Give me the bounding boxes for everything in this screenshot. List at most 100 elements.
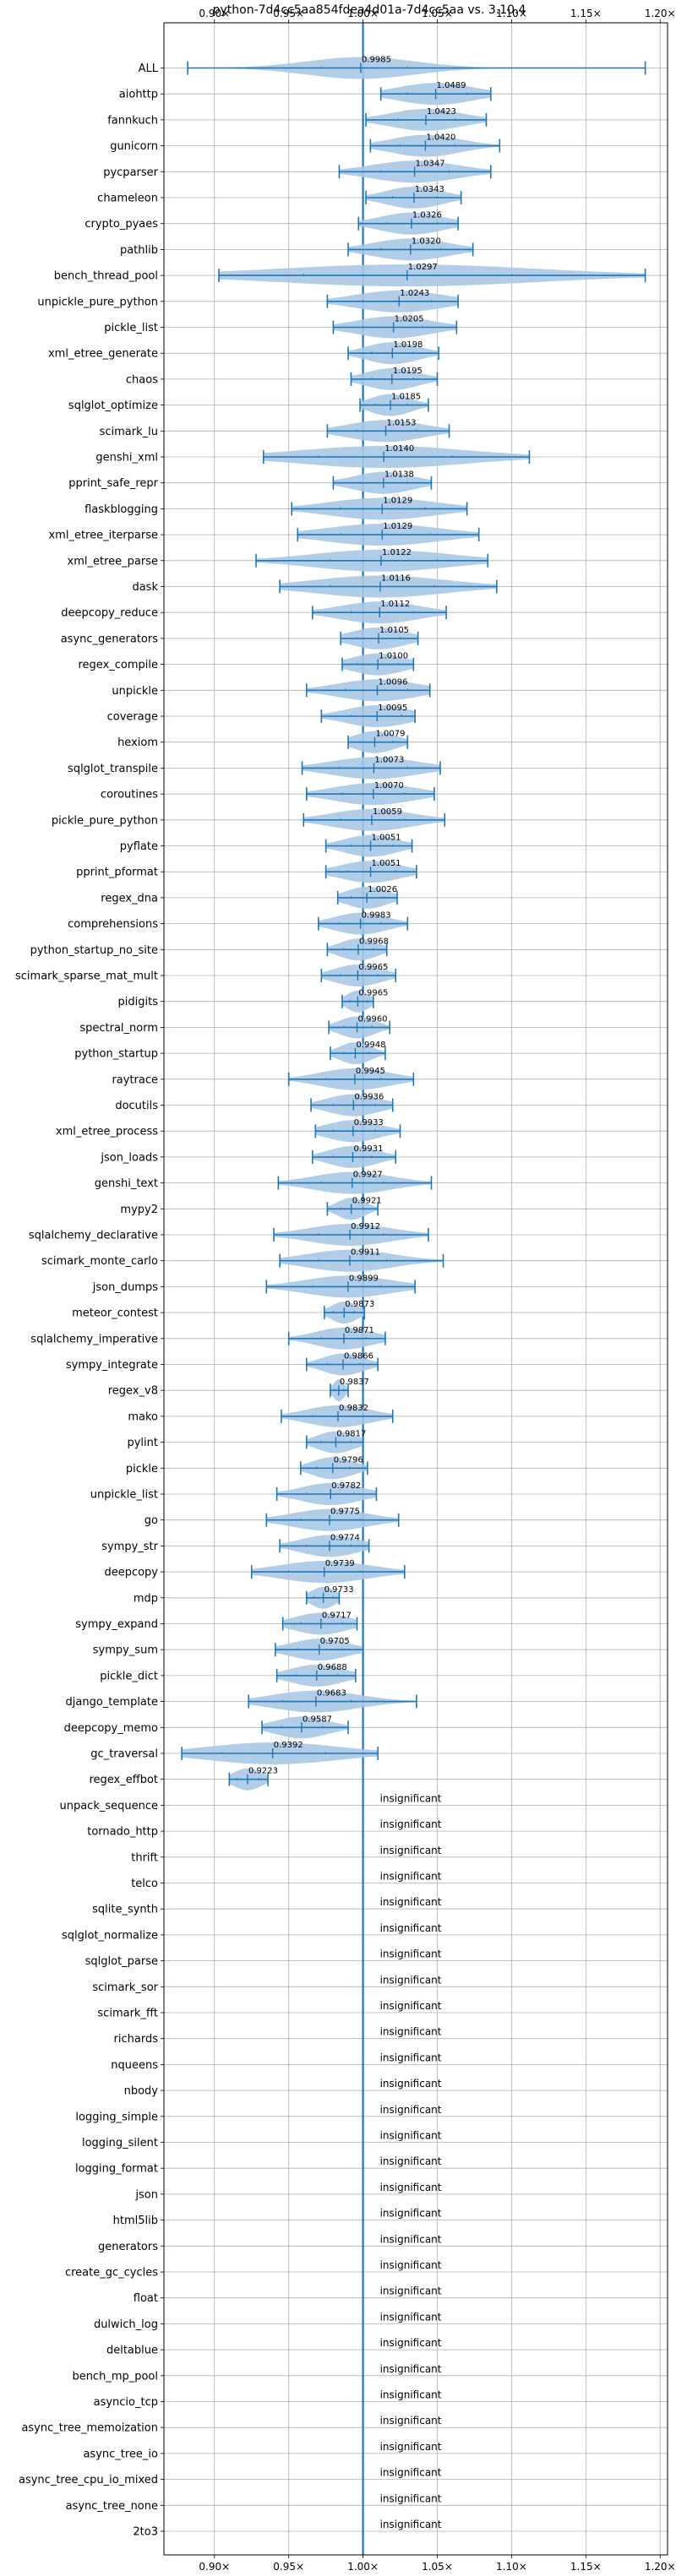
violin-value-label: 1.0153	[386, 418, 416, 427]
insignificant-label: insignificant	[380, 2389, 442, 2401]
violin-value-label: 0.9733	[324, 1585, 354, 1595]
violin-value-label: 0.9739	[325, 1559, 355, 1568]
insignificant-label: insignificant	[380, 2467, 442, 2479]
y-tick-label: 2to3	[133, 2526, 158, 2539]
insignificant-label: insignificant	[380, 1845, 442, 1856]
insignificant-label: insignificant	[380, 2026, 442, 2038]
plot-frame	[163, 22, 668, 2556]
x-tick-label-top: 1.20×	[645, 8, 676, 19]
x-tick-label-top: 0.90×	[199, 8, 230, 19]
y-tick-label: richards	[114, 2033, 159, 2046]
y-tick-label: xml_etree_parse	[68, 555, 158, 568]
violin-value-label: 1.0423	[427, 107, 456, 117]
x-tick-label-bottom: 1.20×	[645, 2561, 676, 2573]
violin-value-label: 1.0347	[416, 159, 445, 168]
violin-value-label: 1.0070	[374, 781, 404, 791]
y-tick-label: pickle	[126, 1463, 158, 1475]
y-tick-label: thrift	[131, 1851, 158, 1864]
y-tick-label: regex_dna	[101, 892, 158, 905]
y-tick-label: asyncio_tcp	[94, 2396, 158, 2409]
y-tick-label: raytrace	[112, 1073, 158, 1086]
violins	[181, 57, 646, 1791]
insignificant-label: insignificant	[380, 2078, 442, 2090]
x-tick-labels: 0.90× 0.90× 0.95× 0.95× 1.00× 1.00× 1.05× 1.05×…	[199, 8, 675, 2573]
x-tick-label-bottom: 1.05×	[422, 2561, 453, 2573]
y-tick-label: sqlalchemy_imperative	[30, 1333, 158, 1345]
y-tick-label: dask	[132, 581, 158, 594]
y-tick-label: async_tree_none	[66, 2500, 158, 2513]
violin-value-label: 1.0096	[378, 677, 407, 687]
y-tick-label: create_gc_cycles	[65, 2267, 158, 2280]
insignificant-label: insignificant	[380, 2285, 442, 2297]
insignificant-label: insignificant	[380, 2000, 442, 2012]
violin-value-label: 0.9985	[362, 56, 391, 65]
y-tick-label: xml_etree_iterparse	[48, 530, 158, 542]
insignificant-label: insignificant	[380, 2415, 442, 2427]
insignificant-label: insignificant	[380, 1818, 442, 1830]
y-tick-label: regex_v8	[108, 1385, 158, 1398]
violin-value-label: 1.0073	[374, 755, 404, 764]
violin-value-label: 1.0243	[400, 289, 429, 298]
violin-value-label: 0.9866	[344, 1352, 373, 1361]
y-tick-label: sqlglot_optimize	[68, 399, 158, 412]
violin-value-label: 0.9796	[334, 1455, 363, 1465]
y-tick-label: regex_effbot	[89, 1774, 158, 1786]
violin-value-label: 0.9688	[318, 1663, 347, 1672]
violin-value-label: 0.9717	[322, 1611, 352, 1621]
violin-value-label: 1.0112	[380, 600, 410, 609]
y-tick-label: pidigits	[118, 996, 159, 1008]
y-tick-label: tornado_http	[87, 1826, 158, 1839]
insignificant-label: insignificant	[380, 2363, 442, 2375]
y-tick-label: unpack_sequence	[59, 1800, 158, 1812]
violin-value-label: 1.0129	[383, 496, 412, 505]
violin-value-label: 0.9912	[351, 1222, 380, 1231]
insignificant-label: insignificant	[380, 2130, 442, 2142]
violin-value-label: 1.0420	[426, 133, 455, 143]
violin-value-label: 1.0195	[393, 367, 422, 376]
insignificant-label: insignificant	[380, 2519, 442, 2530]
y-tick-label: coroutines	[101, 789, 158, 802]
y-tick-label: nqueens	[111, 2059, 158, 2072]
y-tick-label: async_tree_cpu_io_mixed	[19, 2474, 158, 2486]
y-tick-label: pyflate	[120, 840, 158, 853]
violin-value-label: 0.9775	[330, 1508, 360, 1517]
violin-value-label: 1.0059	[373, 807, 402, 817]
y-tick-label: genshi_text	[95, 1177, 158, 1190]
y-tick-label: pickle_pure_python	[52, 814, 158, 827]
y-tick-label: scimark_monte_carlo	[41, 1255, 158, 1268]
y-tick-label: regex_compile	[78, 659, 158, 671]
violin-value-label: 1.0185	[391, 393, 421, 402]
y-tick-label: docutils	[115, 1100, 158, 1112]
x-tick-label-top: 1.10×	[496, 8, 527, 19]
y-tick-label: sympy_expand	[75, 1618, 158, 1631]
violin-value-label: 0.9936	[354, 1093, 384, 1102]
y-tick-label: html5lib	[113, 2215, 158, 2227]
violin-value-label: 0.9817	[336, 1430, 366, 1439]
y-tick-label: dulwich_log	[94, 2318, 158, 2331]
violin-value-label: 0.9968	[359, 937, 389, 946]
x-tick-label-top: 1.05×	[422, 8, 453, 19]
y-tick-label: sqlglot_parse	[85, 1955, 158, 1968]
violin-value-label: 1.0205	[395, 315, 424, 324]
y-tick-label: unpickle	[112, 685, 158, 698]
y-tick-label: unpickle_list	[90, 1489, 158, 1502]
y-tick-label: pathlib	[120, 244, 158, 257]
y-tick-label: deepcopy_memo	[64, 1722, 158, 1735]
y-tick-label: mdp	[134, 1592, 158, 1605]
y-tick-label: chameleon	[97, 193, 158, 205]
y-tick-label: logging_simple	[75, 2111, 158, 2123]
y-tick-label: comprehensions	[68, 918, 158, 931]
violin-value-label: 1.0129	[383, 522, 412, 531]
y-tick-label: pycparser	[103, 166, 158, 179]
y-tick-label: meteor_contest	[72, 1307, 158, 1320]
insignificant-label: insignificant	[380, 2052, 442, 2063]
y-tick-label: deepcopy	[104, 1567, 158, 1579]
violin-value-label: 1.0489	[437, 81, 466, 90]
violin-value-label: 1.0051	[372, 834, 401, 843]
insignificant-label: insignificant	[380, 1948, 442, 1960]
violin-value-label: 0.9983	[362, 911, 391, 921]
violin-value-label: 0.9223	[248, 1767, 278, 1776]
insignificant-label: insignificant	[380, 2208, 442, 2220]
x-tick-label-bottom: 0.95×	[273, 2561, 304, 2573]
violin-value-label: 0.9832	[339, 1404, 368, 1413]
